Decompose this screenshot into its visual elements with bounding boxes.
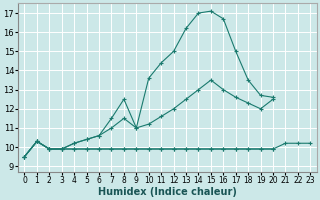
X-axis label: Humidex (Indice chaleur): Humidex (Indice chaleur)	[98, 187, 237, 197]
